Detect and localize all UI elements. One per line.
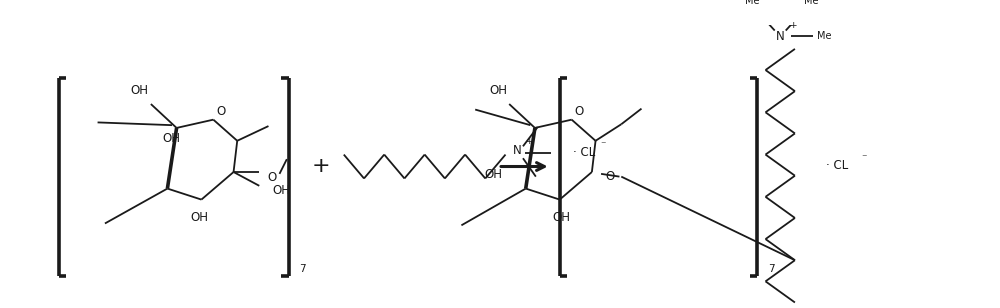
Text: O: O xyxy=(216,105,225,118)
Text: · CL: · CL xyxy=(573,146,595,159)
Text: ⁻: ⁻ xyxy=(861,153,867,163)
Text: O: O xyxy=(574,105,584,118)
Text: Me: Me xyxy=(817,31,832,41)
Text: OH: OH xyxy=(191,212,209,225)
Text: N: N xyxy=(513,144,522,157)
Text: Me: Me xyxy=(804,0,819,6)
Text: · CL: · CL xyxy=(826,159,848,172)
Text: OH: OH xyxy=(162,132,180,144)
Text: OH: OH xyxy=(272,184,290,197)
Text: +: + xyxy=(312,156,330,176)
Text: 7: 7 xyxy=(299,264,306,274)
Text: OH: OH xyxy=(489,84,507,97)
Text: +: + xyxy=(525,137,532,146)
Text: O: O xyxy=(606,170,615,183)
Text: +: + xyxy=(789,21,797,30)
Text: OH: OH xyxy=(485,168,503,181)
Text: 7: 7 xyxy=(768,264,774,274)
Text: OH: OH xyxy=(131,84,149,97)
Text: N: N xyxy=(776,30,785,43)
Text: ⁻: ⁻ xyxy=(600,140,606,150)
Text: O: O xyxy=(268,171,277,184)
Text: OH: OH xyxy=(553,212,571,225)
Text: Me: Me xyxy=(745,0,760,6)
